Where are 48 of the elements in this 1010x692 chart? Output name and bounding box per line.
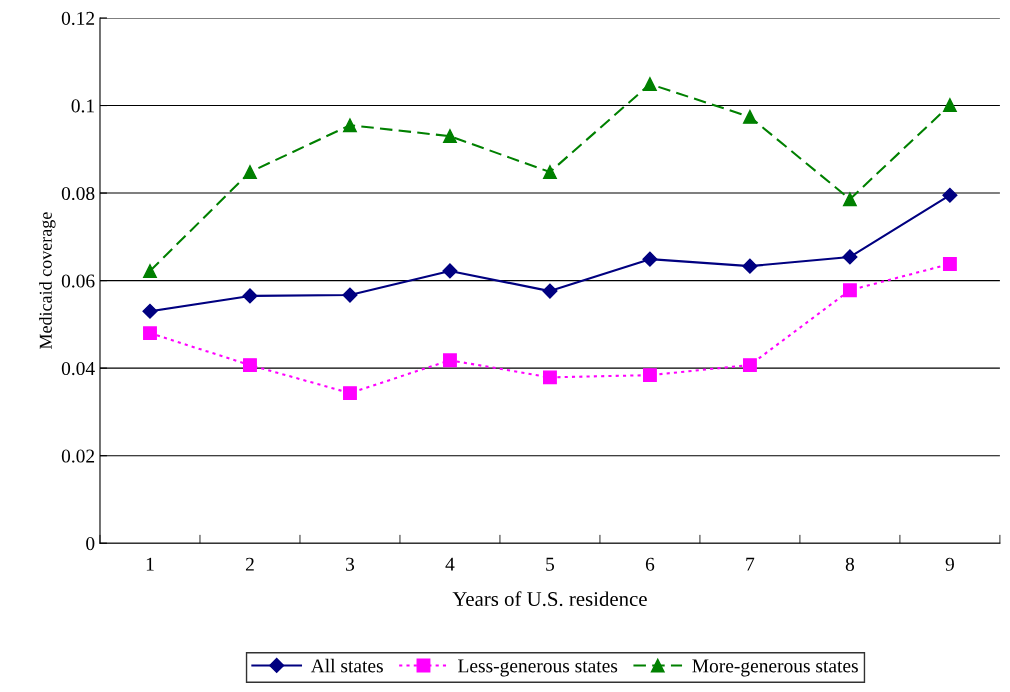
y-axis-title: Medicaid coverage bbox=[39, 212, 56, 350]
point bbox=[243, 165, 257, 180]
y-tick-label: 0.02 bbox=[61, 449, 95, 463]
point bbox=[842, 249, 858, 265]
point bbox=[143, 264, 157, 278]
x-tick-label: 3 bbox=[346, 557, 355, 571]
point bbox=[542, 165, 557, 180]
point bbox=[842, 192, 857, 207]
x-tick-label: 6 bbox=[645, 557, 655, 571]
point bbox=[942, 98, 957, 113]
point bbox=[942, 257, 957, 271]
point bbox=[942, 187, 958, 203]
y-tick-label: 0.12 bbox=[61, 11, 95, 26]
legend-label: All states bbox=[310, 658, 383, 673]
point bbox=[242, 288, 258, 304]
point bbox=[642, 77, 657, 92]
point bbox=[742, 258, 758, 274]
point bbox=[443, 129, 457, 144]
point bbox=[642, 251, 658, 267]
x-tick-label: 7 bbox=[746, 557, 755, 571]
point bbox=[443, 353, 457, 368]
point bbox=[143, 326, 157, 341]
point bbox=[742, 109, 757, 124]
point bbox=[343, 386, 357, 401]
y-tick-label: 0 bbox=[86, 537, 95, 551]
legend-label: Less-generous states bbox=[458, 659, 618, 677]
y-tick-label: 0.04 bbox=[61, 361, 95, 376]
x-tick-label: 1 bbox=[146, 557, 154, 571]
point bbox=[142, 303, 158, 319]
x-tick-label: 8 bbox=[845, 557, 855, 571]
point bbox=[742, 358, 757, 373]
point bbox=[542, 370, 557, 385]
point bbox=[642, 368, 657, 383]
x-axis-title: Years of U.S. residence bbox=[452, 591, 647, 607]
y-tick-label: 0.08 bbox=[61, 186, 95, 201]
y-tick-label: 0.1 bbox=[71, 99, 94, 113]
point bbox=[243, 358, 257, 373]
x-tick-label: 4 bbox=[445, 557, 455, 571]
point bbox=[542, 283, 558, 299]
x-tick-label: 9 bbox=[945, 557, 954, 571]
x-tick-label: 2 bbox=[245, 557, 254, 571]
y-tick-label: 0.06 bbox=[61, 274, 95, 288]
point bbox=[343, 118, 357, 133]
x-tick-label: 5 bbox=[546, 557, 555, 571]
point bbox=[342, 287, 358, 303]
point bbox=[442, 263, 458, 279]
legend-label: More-generous states bbox=[692, 659, 858, 677]
point bbox=[842, 283, 857, 298]
